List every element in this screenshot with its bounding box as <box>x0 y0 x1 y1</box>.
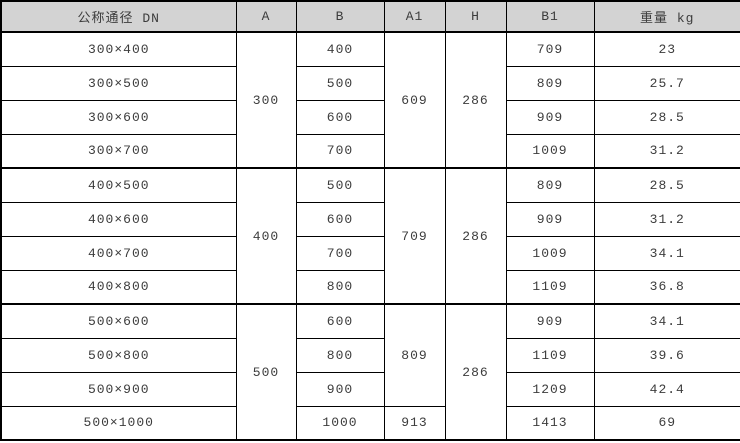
header-cell-b: B <box>295 0 385 33</box>
cell-dn: 300×600 <box>0 99 237 135</box>
cell-a1: 709 <box>383 167 446 305</box>
cell-weight: 36.8 <box>593 269 740 305</box>
cell-weight: 31.2 <box>593 133 740 169</box>
table-row: 400×600 600 909 31.2 <box>0 201 740 237</box>
cell-a: 400 <box>235 167 297 305</box>
cell-b1: 709 <box>505 31 595 67</box>
header-cell-a1: A1 <box>383 0 446 33</box>
header-row: 公称通径 DN A B A1 H B1 重量 kg <box>0 0 740 33</box>
cell-a: 500 <box>235 303 297 441</box>
header-cell-a: A <box>235 0 297 33</box>
cell-h: 286 <box>444 303 507 441</box>
cell-weight: 34.1 <box>593 235 740 271</box>
cell-a: 300 <box>235 31 297 169</box>
cell-dn: 300×700 <box>0 133 237 169</box>
cell-b1: 809 <box>505 65 595 101</box>
header-cell-h: H <box>444 0 507 33</box>
cell-dn: 400×800 <box>0 269 237 305</box>
cell-weight: 31.2 <box>593 201 740 237</box>
table-row: 300×400 300 400 609 286 709 23 <box>0 31 740 169</box>
cell-b1: 909 <box>505 99 595 135</box>
cell-a1-last: 913 <box>383 405 446 441</box>
table-row: 500×800 800 1109 39.6 <box>0 337 740 373</box>
table-row: 300×700 700 1009 31.2 <box>0 133 740 169</box>
cell-weight: 25.7 <box>593 65 740 101</box>
cell-a1: 809 <box>383 303 446 407</box>
table-row: 500×600 500 600 809 286 909 34.1 <box>0 303 740 441</box>
cell-b: 600 <box>295 201 385 237</box>
cell-weight: 42.4 <box>593 371 740 407</box>
cell-b: 600 <box>295 303 385 339</box>
cell-b1: 1009 <box>505 133 595 169</box>
cell-b1: 909 <box>505 201 595 237</box>
cell-b: 900 <box>295 371 385 407</box>
cell-dn: 400×700 <box>0 235 237 271</box>
cell-b1: 1009 <box>505 235 595 271</box>
cell-b: 500 <box>295 65 385 101</box>
cell-weight: 28.5 <box>593 167 740 203</box>
cell-b: 400 <box>295 31 385 67</box>
table-row: 400×700 700 1009 34.1 <box>0 235 740 271</box>
cell-h: 286 <box>444 167 507 305</box>
cell-b: 600 <box>295 99 385 135</box>
table-row: 400×500 400 500 709 286 809 28.5 <box>0 167 740 305</box>
cell-dn: 400×600 <box>0 201 237 237</box>
cell-b1: 1209 <box>505 371 595 407</box>
cell-weight: 39.6 <box>593 337 740 373</box>
cell-weight: 28.5 <box>593 99 740 135</box>
cell-dn: 300×400 <box>0 31 237 67</box>
cell-b1: 1413 <box>505 405 595 441</box>
cell-dn: 500×600 <box>0 303 237 339</box>
table-row: 300×600 600 909 28.5 <box>0 99 740 135</box>
table-row: 500×900 900 1209 42.4 <box>0 371 740 407</box>
cell-b1: 1109 <box>505 337 595 373</box>
cell-b: 1000 <box>295 405 385 441</box>
cell-a1: 609 <box>383 31 446 169</box>
cell-dn: 500×1000 <box>0 405 237 441</box>
cell-b: 500 <box>295 167 385 203</box>
cell-b: 800 <box>295 269 385 305</box>
cell-b: 800 <box>295 337 385 373</box>
header-cell-b1: B1 <box>505 0 595 33</box>
cell-dn: 400×500 <box>0 167 237 203</box>
cell-weight: 23 <box>593 31 740 67</box>
cell-weight: 34.1 <box>593 303 740 339</box>
cell-dn: 500×900 <box>0 371 237 407</box>
table-row: 300×500 500 809 25.7 <box>0 65 740 101</box>
cell-b1: 809 <box>505 167 595 203</box>
cell-weight: 69 <box>593 405 740 441</box>
header-cell-weight: 重量 kg <box>593 0 740 33</box>
header-cell-dn: 公称通径 DN <box>0 0 237 33</box>
table-row: 400×800 800 1109 36.8 <box>0 269 740 305</box>
cell-h: 286 <box>444 31 507 169</box>
table-row: 500×1000 1000 913 1413 69 <box>0 405 740 441</box>
cell-b: 700 <box>295 235 385 271</box>
cell-b: 700 <box>295 133 385 169</box>
cell-dn: 300×500 <box>0 65 237 101</box>
cell-b1: 1109 <box>505 269 595 305</box>
cell-dn: 500×800 <box>0 337 237 373</box>
cell-b1: 909 <box>505 303 595 339</box>
